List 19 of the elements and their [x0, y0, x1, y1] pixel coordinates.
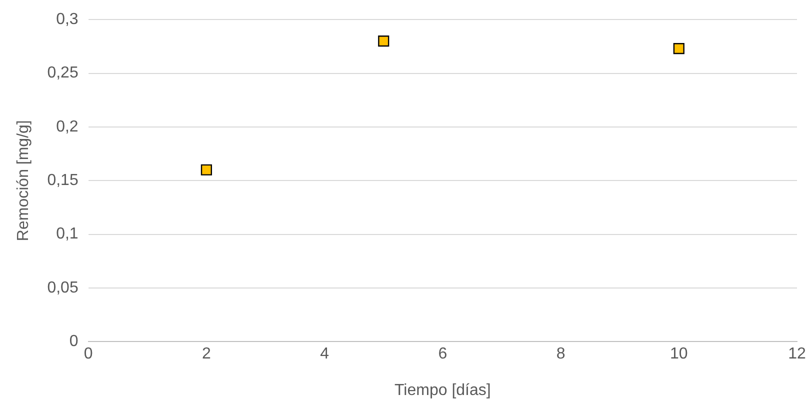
- x-tick-label: 12: [788, 346, 806, 363]
- y-tick-label: 0,2: [56, 118, 78, 136]
- x-tick-label: 6: [438, 346, 448, 363]
- y-tick-label: 0,15: [47, 172, 78, 190]
- point: [378, 36, 390, 47]
- x-tick-label: 8: [556, 346, 566, 363]
- y-tick-label: 0: [69, 333, 78, 350]
- x-axis-title: Tiempo [días]: [394, 382, 491, 399]
- x-tick-label: 2: [202, 346, 211, 363]
- point: [673, 43, 684, 54]
- x-tick-label: 4: [320, 346, 330, 363]
- y-axis-title: Remoción [mg/g]: [15, 120, 32, 242]
- x-tick-label: 0: [84, 346, 93, 363]
- y-tick-label: 0,25: [47, 64, 78, 82]
- y-tick-label: 0,3: [56, 11, 78, 28]
- y-tick-label: 0,05: [47, 279, 78, 296]
- point: [200, 164, 212, 176]
- y-tick-label: 0,1: [56, 226, 78, 243]
- x-tick-label: 10: [670, 346, 688, 363]
